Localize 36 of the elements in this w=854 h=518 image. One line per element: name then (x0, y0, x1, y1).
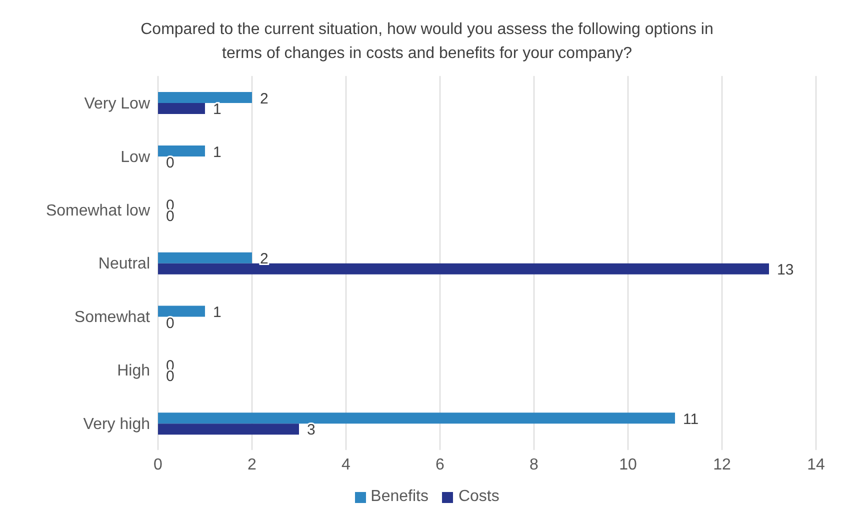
x-tick-label: 6 (436, 456, 445, 474)
data-label: 1 (213, 304, 222, 322)
x-tick-label: 2 (248, 456, 257, 474)
data-label: 0 (166, 314, 174, 332)
data-label: 1 (213, 144, 222, 161)
data-label: 11 (683, 410, 699, 428)
bar (158, 263, 769, 274)
data-label: 0 (166, 154, 174, 172)
data-label: 1 (213, 101, 222, 118)
y-tick-label: Low (120, 148, 150, 166)
bar (158, 103, 205, 114)
data-label: 2 (260, 90, 268, 108)
legend-label: Costs (457, 488, 500, 506)
y-tick-label: Neutral (98, 256, 150, 273)
y-tick-label: Somewhat (74, 309, 151, 326)
y-tick-label: Somewhat low (46, 202, 150, 220)
y-tick-label: Very high (83, 416, 150, 433)
x-tick-label: 8 (530, 456, 539, 474)
bar (158, 145, 205, 156)
bar (158, 92, 252, 104)
x-tick-label: 10 (619, 456, 637, 474)
y-tick-label: Very Low (84, 95, 150, 112)
bar (158, 412, 675, 424)
bar (158, 252, 252, 264)
legend-label: Benefits (370, 488, 428, 506)
data-label: 2 (260, 250, 268, 268)
x-tick-label: 14 (807, 456, 825, 474)
x-tick-label: 0 (154, 456, 163, 474)
y-tick-label: High (117, 362, 150, 380)
bar (158, 306, 205, 317)
x-tick-label: 4 (342, 456, 351, 474)
x-tick-label: 12 (713, 456, 731, 474)
bar (158, 424, 299, 435)
data-label: 13 (777, 261, 794, 278)
data-label: 3 (307, 422, 316, 439)
chart-title: Compared to the current situation, how would you assess the following options in terms of changes in costs and benefits for your company? (140, 20, 714, 64)
